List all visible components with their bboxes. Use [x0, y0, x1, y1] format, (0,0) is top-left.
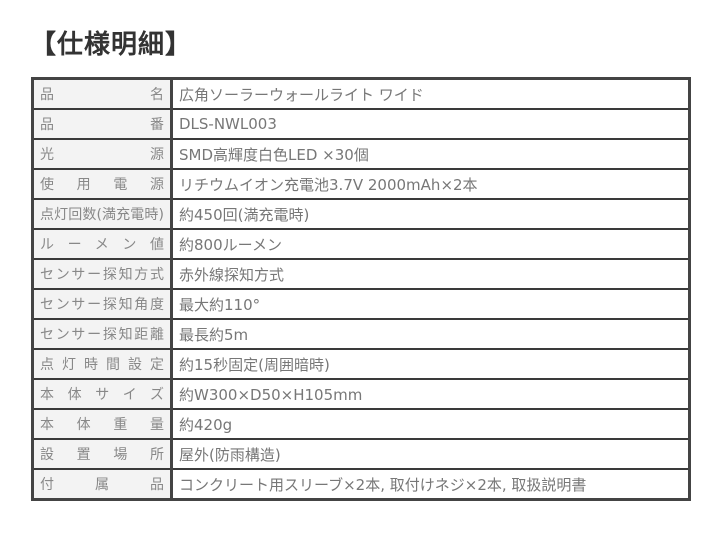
spec-title: 【仕様明細】: [30, 30, 193, 60]
spec-value: 広角ソーラーウォールライト ワイド: [171, 77, 690, 110]
spec-value: 最長約5m: [171, 318, 690, 350]
spec-row: 品名 広角ソーラーウォールライト ワイド: [32, 77, 690, 110]
spec-label: 本体サイズ: [32, 378, 173, 410]
spec-row: センサー探知角度 最大約110°: [32, 288, 690, 320]
spec-value: 約W300×D50×H105mm: [171, 378, 690, 410]
spec-label: 付属品: [32, 468, 173, 501]
spec-value: 赤外線探知方式: [171, 258, 690, 290]
spec-label: 品番: [32, 108, 173, 140]
spec-label: 使用電源: [32, 168, 173, 200]
spec-row: 点灯時間設定 約15秒固定(周囲暗時): [32, 348, 690, 380]
spec-label: 設置場所: [32, 438, 173, 470]
spec-value: 約450回(満充電時): [171, 198, 690, 230]
spec-value: 最大約110°: [171, 288, 690, 320]
spec-row: 付属品 コンクリート用スリーブ×2本, 取付けネジ×2本, 取扱説明書: [32, 468, 690, 501]
spec-label: 光源: [32, 138, 173, 170]
spec-label: センサー探知距離: [32, 318, 173, 350]
spec-row: 点灯回数(満充電時) 約450回(満充電時): [32, 198, 690, 230]
spec-value: コンクリート用スリーブ×2本, 取付けネジ×2本, 取扱説明書: [171, 468, 690, 501]
spec-row: 光源 SMD高輝度白色LED ×30個: [32, 138, 690, 170]
spec-label: センサー探知角度: [32, 288, 173, 320]
spec-row: 本体重量 約420g: [32, 408, 690, 440]
spec-row: センサー探知距離 最長約5m: [32, 318, 690, 350]
spec-value: 約800ルーメン: [171, 228, 690, 260]
spec-value: DLS-NWL003: [171, 108, 690, 140]
spec-row: 品番 DLS-NWL003: [32, 108, 690, 140]
spec-label: 本体重量: [32, 408, 173, 440]
spec-label: センサー探知方式: [32, 258, 173, 290]
spec-row: 使用電源 リチウムイオン充電池3.7V 2000mAh×2本: [32, 168, 690, 200]
spec-value: SMD高輝度白色LED ×30個: [171, 138, 690, 170]
spec-row: センサー探知方式 赤外線探知方式: [32, 258, 690, 290]
spec-label: 品名: [32, 77, 173, 110]
spec-table: 品名 広角ソーラーウォールライト ワイド 品番 DLS-NWL003 光源 SMD高輝度白…: [31, 77, 691, 501]
spec-value: 約420g: [171, 408, 690, 440]
spec-value: 約15秒固定(周囲暗時): [171, 348, 690, 380]
spec-value: 屋外(防雨構造): [171, 438, 690, 470]
spec-value: リチウムイオン充電池3.7V 2000mAh×2本: [171, 168, 690, 200]
spec-row: ルーメン値 約800ルーメン: [32, 228, 690, 260]
spec-row: 設置場所 屋外(防雨構造): [32, 438, 690, 470]
spec-row: 本体サイズ 約W300×D50×H105mm: [32, 378, 690, 410]
spec-label: ルーメン値: [32, 228, 173, 260]
spec-label: 点灯回数(満充電時): [32, 198, 173, 230]
spec-label: 点灯時間設定: [32, 348, 173, 380]
